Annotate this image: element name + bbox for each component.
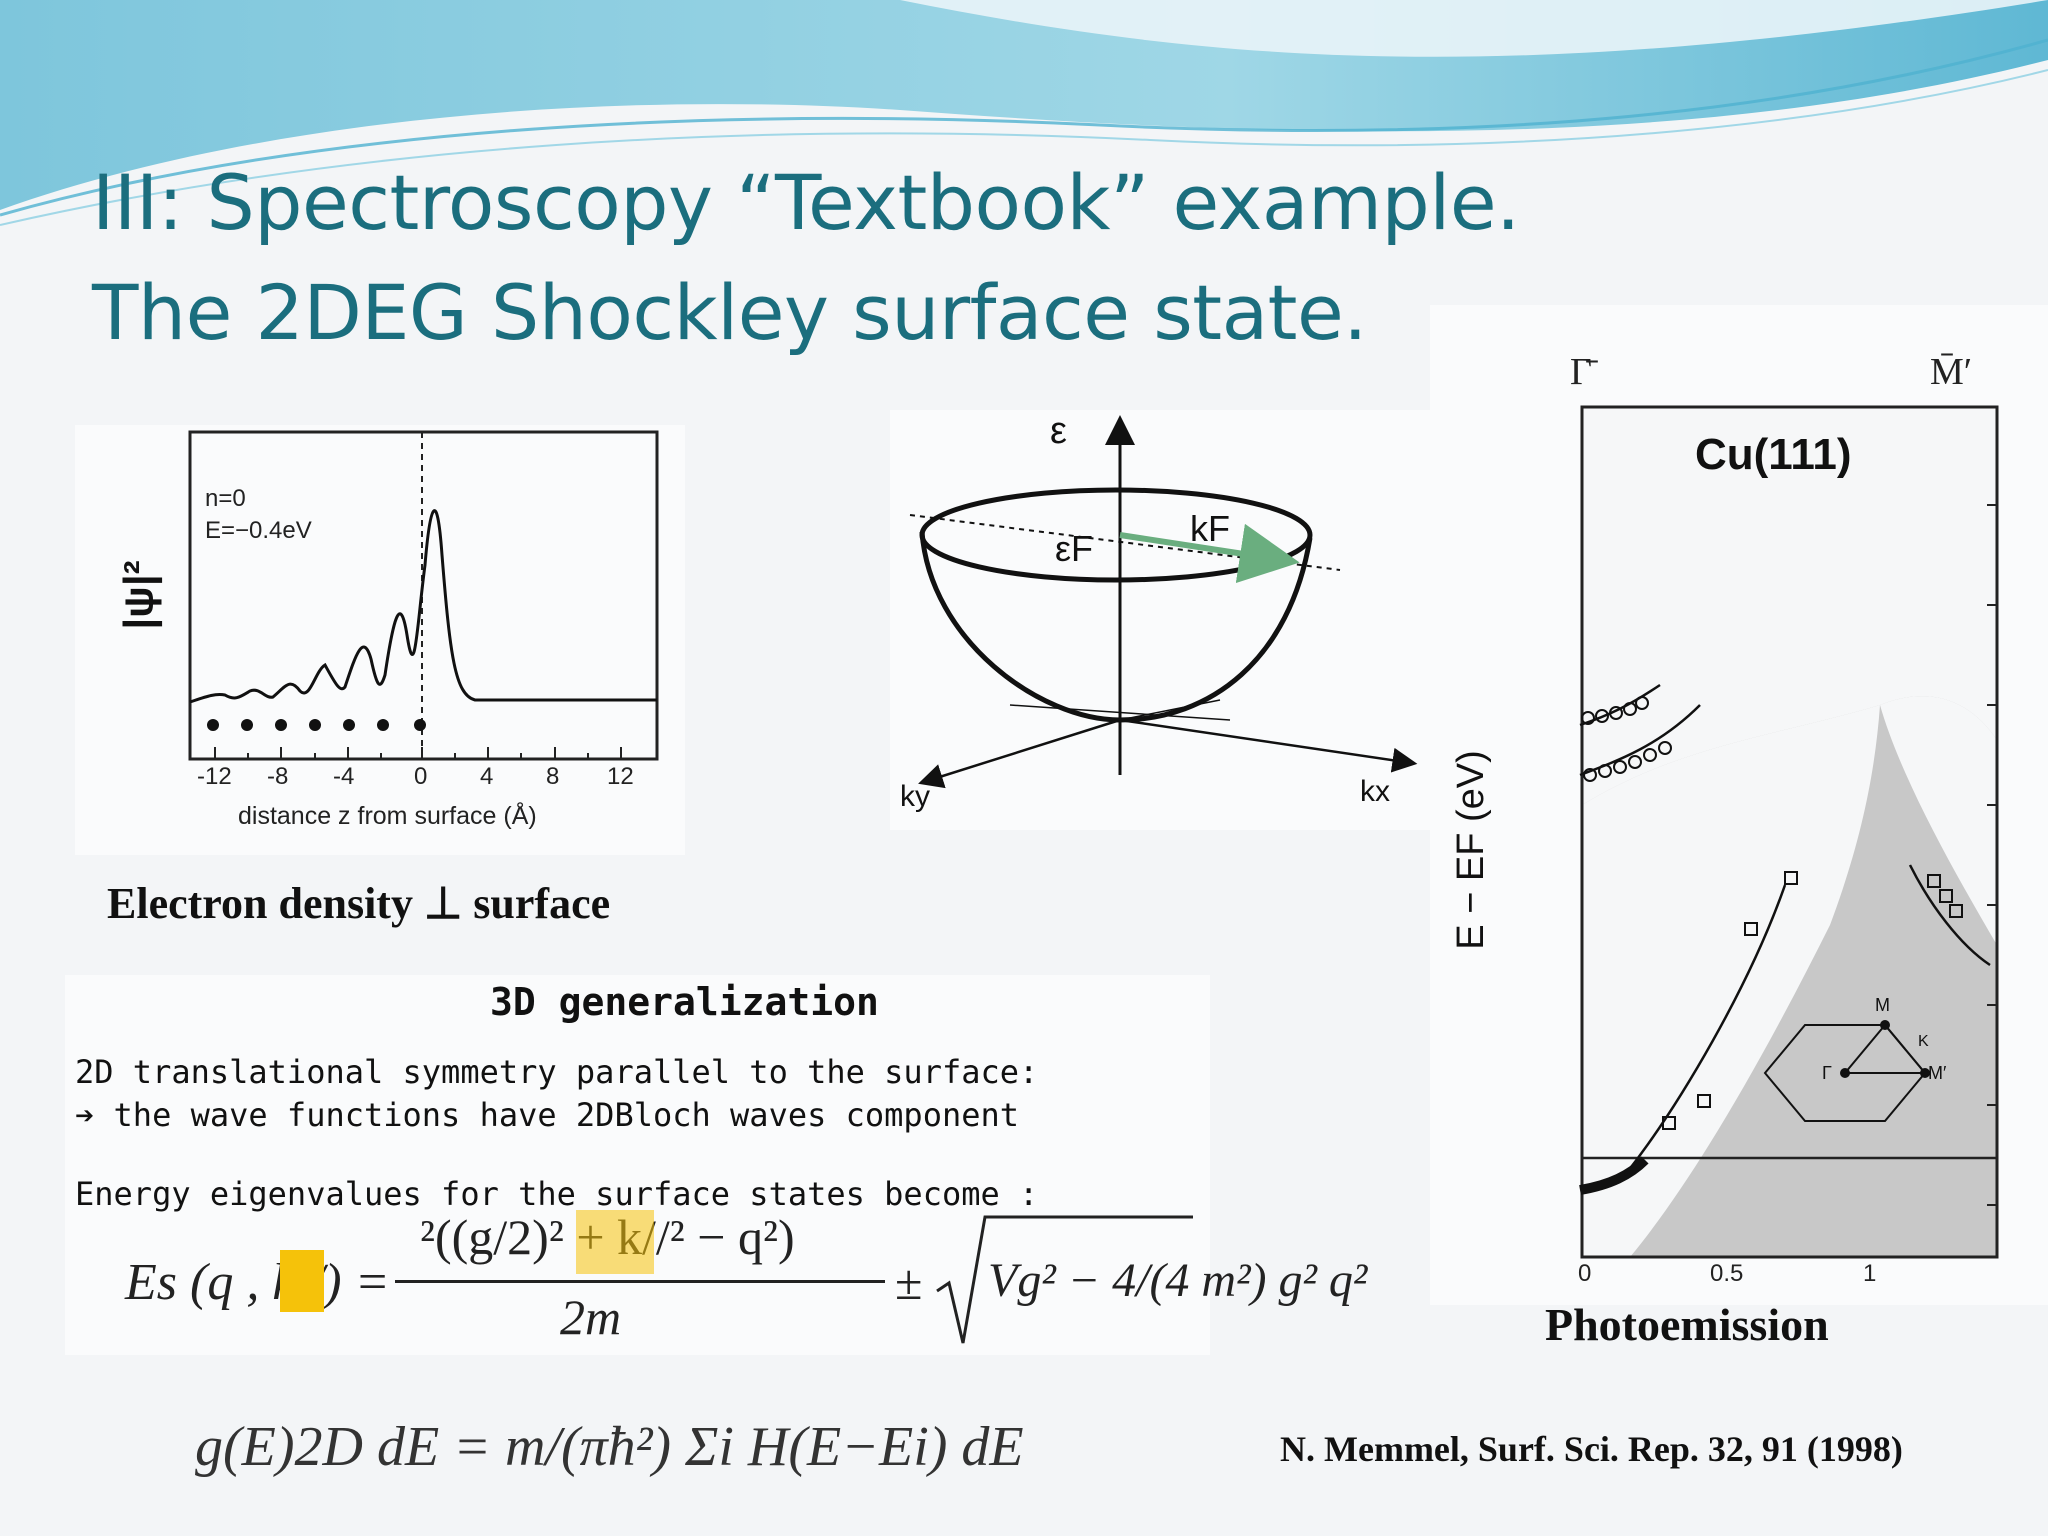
surface-state-equation: Es (q , k//) = ²((g/2)² + k//² − q²) 2m … [90,1208,1367,1348]
label-kf: kF [1190,508,1230,549]
dispersion-curve [1624,884,1787,1176]
bulk-gap-region [1582,407,1997,805]
density-plot-panel: n=0 E=−0.4eV |ψ|² -12 -8 -4 0 4 8 12 dis… [75,425,685,855]
generalization-panel: 3D generalization 2D translational symme… [65,975,1210,1355]
generalization-line-2: ➔ the wave functions have 2DBloch waves … [75,1096,1020,1134]
paraboloid-bowl [919,531,1313,723]
radical-sign [936,1215,1193,1344]
reference-citation: N. Memmel, Surf. Sci. Rep. 32, 91 (1998) [1280,1429,1903,1469]
label-epsilon: ε [1050,410,1067,452]
x-axis-ticks [214,747,622,759]
right-axis-ticks [1987,504,1997,1206]
kf-arrow [1119,523,1300,584]
density-x-tick: -8 [267,763,289,790]
density-x-tick: -4 [333,763,355,790]
brillouin-zone-inset [1763,1020,1930,1122]
label-kx: kx [1360,775,1390,808]
equation-root: Vg² − 4/(4 m²) g² q² [988,1254,1368,1307]
atom-dots [207,719,426,731]
density-x-tick: 8 [546,763,560,790]
density-x-tick: 0 [414,763,428,790]
photoemission-caption: Photoemission [1545,1299,1829,1350]
dos-equation: g(E)2D dE = m/(πħ²) Σi H(E−Ei) dE [195,1416,1024,1478]
kx-axis [1119,718,1418,773]
dispersion-panel: ε εF kF ky kx [890,410,1430,830]
dispersion-curve-right [1908,864,1991,967]
bz-label-k: K [1918,1033,1929,1050]
slide-title-line-1: III: Spectroscopy “Textbook” example. [92,158,1520,247]
sample-label: Cu(111) [1695,430,1852,479]
generalization-line-1: 2D translational symmetry parallel to th… [75,1053,1039,1091]
pe-x-tick: 0 [1578,1260,1592,1287]
slide-title-line-2: The 2DEG Shockley surface state. [92,268,1367,357]
bz-label-m-prime: M′ [1928,1063,1947,1083]
photoemission-ylabel: E − EF (eV) [1450,750,1492,950]
density-ylabel: |ψ|² [115,560,162,630]
density-annot-n: n=0 [205,485,246,512]
dispersion-diagram [909,415,1418,789]
label-gamma-bar: Γ̄ [1570,351,1592,393]
density-x-tick: 4 [480,763,494,790]
bz-label-m: M [1875,995,1890,1015]
density-annot-energy: E=−0.4eV [205,517,312,544]
k-parallel-highlight [280,1250,324,1312]
pe-x-tick: 0.5 [1710,1260,1744,1287]
density-plot [188,430,659,761]
label-ky: ky [900,780,930,813]
pe-x-tick: 1 [1863,1260,1877,1287]
data-points [1581,696,1963,1130]
surface-state-band [1579,1156,1649,1195]
bulk-gap-wedge [1582,696,1997,1257]
photoemission-plot [1579,405,1999,1259]
fraction-bar [395,1280,885,1283]
equation-lhs: Es (q , k//) = [125,1254,390,1311]
label-epsilon-f: εF [1055,528,1094,569]
equation-denominator: 2m [560,1289,622,1345]
photoemission-panel: Γ̄ M̄′ Cu(111) E − EF (eV) 0 0.5 1 M K Γ… [1430,305,2048,1305]
ky-axis [918,718,1121,789]
equation-plus-minus: ± [895,1254,923,1310]
header-wave-decoration [0,0,2048,226]
density-xlabel: distance z from surface (Å) [238,802,537,830]
density-plot-frame [188,430,659,761]
generalization-line-3: Energy eigenvalues for the surface state… [75,1175,1039,1213]
density-x-tick: 12 [607,763,634,790]
density-caption: Electron density ⊥ surface [107,879,611,928]
k-squared-highlight [576,1210,654,1274]
bz-label-gamma: Γ [1822,1063,1832,1083]
generalization-heading: 3D generalization [490,980,879,1024]
density-curve [189,509,657,704]
density-x-tick: -12 [197,763,232,790]
label-m-prime-bar: M̄′ [1930,351,1973,393]
fermi-circle [919,487,1313,583]
